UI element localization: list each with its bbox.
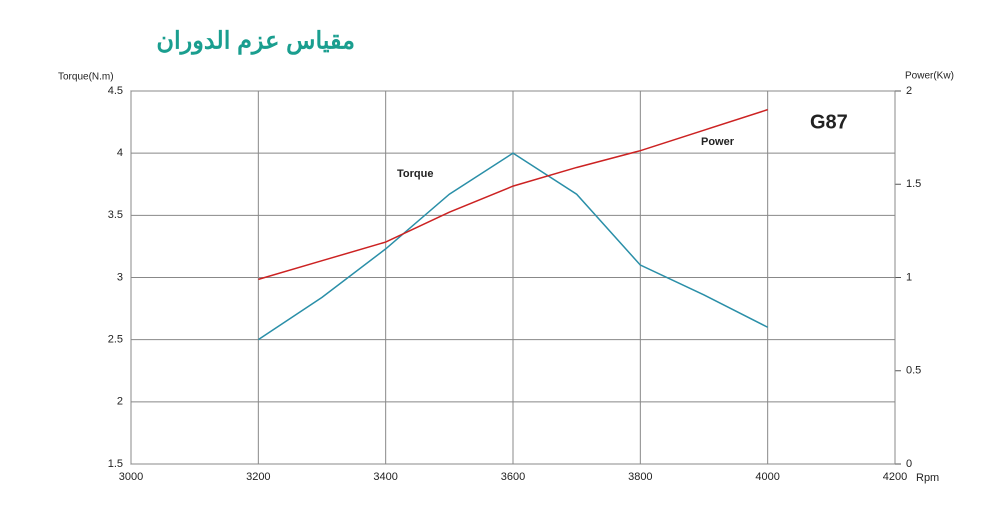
x-tick-label: 3000 xyxy=(119,471,143,483)
y2-axis-label: Power(Kw) xyxy=(905,71,954,82)
y-tick-label: 3 xyxy=(117,271,123,283)
y-tick-label: 4.5 xyxy=(108,85,123,97)
x-tick-label: 3600 xyxy=(501,471,525,483)
annotation: Torque xyxy=(397,168,433,180)
y2-tick-label: 0 xyxy=(906,458,912,470)
y-tick-label: 3.5 xyxy=(108,209,123,221)
y2-tick-label: 1.5 xyxy=(906,178,921,190)
y2-tick-label: 1 xyxy=(906,271,912,283)
x-tick-label: 3400 xyxy=(373,471,397,483)
x-tick-label: 3200 xyxy=(246,471,270,483)
y2-tick-label: 2 xyxy=(906,85,912,97)
x-tick-label: 4200 xyxy=(883,471,907,483)
x-axis-label: Rpm xyxy=(916,472,939,484)
y-tick-label: 2.5 xyxy=(108,334,123,346)
series-line xyxy=(257,152,769,341)
x-tick-label: 4000 xyxy=(755,471,779,483)
y-tick-label: 2 xyxy=(117,396,123,408)
annotation: Power xyxy=(701,136,735,148)
y2-tick-label: 0.5 xyxy=(906,365,921,377)
chart-title: مقياس عزم الدوران xyxy=(156,27,355,55)
y-axis-label: Torque(N.m) xyxy=(58,72,114,83)
y-tick-label: 4 xyxy=(117,147,123,159)
annotation: G87 xyxy=(810,111,848,133)
y-tick-label: 1.5 xyxy=(108,458,123,470)
series-line xyxy=(258,108,768,281)
x-tick-label: 3800 xyxy=(628,471,652,483)
